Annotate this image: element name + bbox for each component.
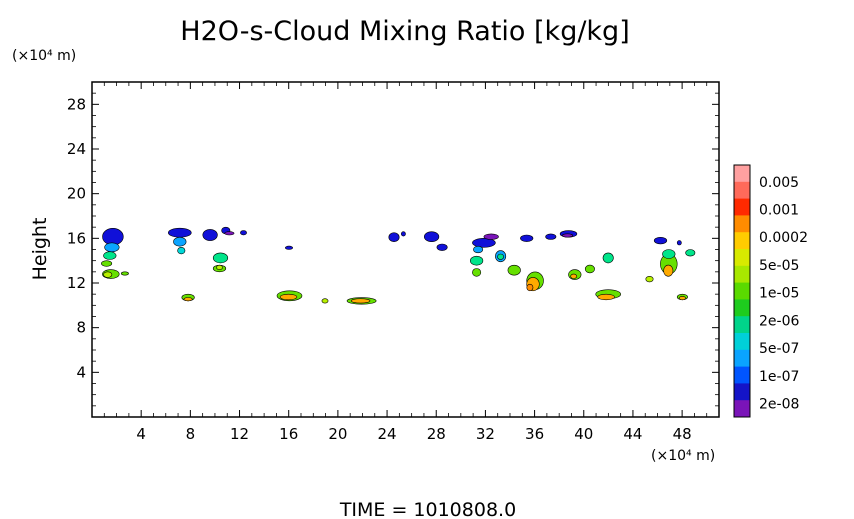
cloud-region <box>388 232 400 242</box>
cloud-region <box>483 233 499 240</box>
y-tick-label: 24 <box>67 140 86 158</box>
cloud-region <box>212 252 229 264</box>
cloud-region <box>101 260 113 267</box>
colorbar-swatch <box>734 366 750 384</box>
x-tick-label: 48 <box>673 425 692 443</box>
colorbar-label: 2e-06 <box>759 313 799 329</box>
cloud-region <box>424 231 440 242</box>
colorbar-label: 1e-07 <box>759 369 799 385</box>
cloud-region <box>570 273 578 279</box>
colorbar-swatch <box>734 299 750 317</box>
colorbar-label: 0.005 <box>759 175 799 191</box>
colorbar-swatch <box>734 215 750 233</box>
cloud-region <box>526 283 534 292</box>
colorbar-swatch <box>734 333 750 351</box>
cloud-region <box>120 271 129 276</box>
x-tick-label: 44 <box>623 425 642 443</box>
cloud-region <box>473 245 484 254</box>
cloud-region <box>584 264 595 274</box>
cloud-region <box>216 264 223 270</box>
colorbar-swatch <box>734 282 750 300</box>
y-tick-label: 28 <box>67 95 86 113</box>
colorbar-swatch <box>734 165 750 183</box>
x-tick-label: 32 <box>476 425 495 443</box>
y-tick-label: 4 <box>76 363 86 381</box>
colorbar-swatch <box>734 198 750 216</box>
cloud-region <box>321 298 329 304</box>
y-axis-unit: (×10⁴ m) <box>12 48 76 64</box>
cloud-region <box>240 230 247 236</box>
cloud-region <box>350 298 371 304</box>
cloud-region <box>645 276 654 283</box>
time-footer: TIME = 1010808.0 <box>339 499 516 519</box>
cloud-region <box>103 271 113 278</box>
y-tick-label: 16 <box>67 229 86 247</box>
y-axis-label: Height <box>29 218 51 281</box>
cloud-region <box>679 296 686 301</box>
x-axis-unit: (×10⁴ m) <box>651 448 715 464</box>
cloud-region <box>103 251 117 260</box>
cloud-region <box>663 264 674 277</box>
cloud-region <box>472 268 482 277</box>
y-tick-label: 20 <box>67 185 86 203</box>
cloud-region <box>602 252 614 264</box>
x-tick-label: 24 <box>378 425 397 443</box>
cloud-region <box>497 253 504 260</box>
colorbar-swatch <box>734 400 750 418</box>
cloud-region <box>202 229 218 241</box>
x-tick-label: 20 <box>328 425 347 443</box>
colorbar: 0.005 0.001 0.0002 5e-05 1e-05 2e-06 5e-07 1e-0… <box>733 164 808 418</box>
colorbar-label: 0.0002 <box>759 230 808 246</box>
cloud-region <box>400 231 406 237</box>
x-tick-label: 16 <box>279 425 298 443</box>
cloud-region <box>279 293 298 301</box>
cloud-region <box>545 233 557 240</box>
cloud-region <box>173 236 187 247</box>
x-tick-label: 8 <box>186 425 196 443</box>
x-tick-label: 36 <box>525 425 544 443</box>
cloud-region <box>224 231 235 236</box>
colorbar-label: 0.001 <box>759 203 799 219</box>
colorbar-swatch <box>734 349 750 368</box>
x-tick-label: 4 <box>136 425 146 443</box>
colorbar-swatch <box>734 249 750 267</box>
cloud-region <box>168 227 192 238</box>
colorbar-swatch <box>734 383 750 401</box>
cloud-region <box>183 297 193 302</box>
plot-area <box>91 81 720 418</box>
colorbar-swatch <box>734 181 750 200</box>
chart-title: H2O-s-Cloud Mixing Ratio [kg/kg] <box>180 16 629 47</box>
cloud-region <box>104 242 120 253</box>
colorbar-swatch <box>734 316 750 334</box>
cloud-region <box>597 293 615 301</box>
cloud-region <box>470 255 484 266</box>
x-tick-label: 28 <box>427 425 446 443</box>
y-tick-label: 8 <box>76 319 86 337</box>
cloud-region <box>472 238 496 248</box>
x-tick-label: 12 <box>230 425 249 443</box>
colorbar-label: 2e-08 <box>759 397 799 413</box>
colorbar-label: 5e-05 <box>759 258 799 274</box>
cloud-region <box>561 233 573 238</box>
cloud-region <box>284 245 293 250</box>
cloud-region <box>676 240 682 246</box>
colorbar-label: 5e-07 <box>759 341 799 357</box>
cloud-region <box>685 249 696 257</box>
cloud-regions <box>101 226 696 305</box>
colorbar-swatch <box>734 265 750 284</box>
x-tick-label: 40 <box>574 425 593 443</box>
cloud-region <box>653 237 668 245</box>
cloud-region <box>520 234 534 242</box>
colorbar-frame <box>733 164 751 418</box>
cloud-region <box>662 249 676 259</box>
cloud-region <box>177 247 186 255</box>
colorbar-label: 1e-05 <box>759 286 799 302</box>
cloud-region <box>436 243 448 251</box>
y-tick-label: 12 <box>67 274 86 292</box>
colorbar-swatch <box>734 232 750 250</box>
cloud-region <box>507 264 521 276</box>
